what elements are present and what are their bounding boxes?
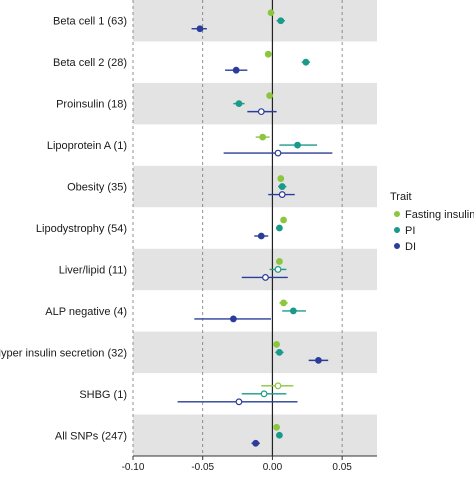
row-band	[133, 165, 377, 208]
point-estimate	[259, 133, 267, 141]
point-estimate	[280, 299, 287, 307]
row-band	[133, 0, 377, 42]
category-labels: Beta cell 1 (63) Beta cell 2 (28) Proinsul…	[0, 16, 127, 443]
point-estimate	[276, 224, 283, 232]
point-estimate	[289, 307, 297, 315]
point-estimate	[260, 390, 268, 398]
point-estimate	[273, 340, 281, 348]
row-band	[133, 331, 377, 374]
legend-label: Fasting insulin	[405, 209, 474, 221]
x-tick-label: -0.05	[191, 462, 214, 473]
point-estimate	[257, 232, 265, 240]
point-estimate	[276, 258, 283, 265]
point-estimate	[276, 431, 283, 439]
row-band	[133, 248, 377, 291]
legend: Trait Fasting insulin PI DI	[390, 191, 474, 253]
category-label: Beta cell 2 (28)	[53, 57, 127, 69]
row-band	[133, 414, 377, 456]
category-label: Beta cell 1 (63)	[53, 16, 127, 28]
category-label: ALP negative (4)	[45, 306, 127, 318]
point-estimates	[196, 9, 322, 447]
point-estimate	[274, 382, 282, 390]
x-tick-label: 0.00	[263, 462, 283, 473]
category-label: Liver/lipid (11)	[59, 264, 127, 276]
point-estimate	[277, 17, 285, 25]
grid-lines	[132, 0, 343, 456]
point-estimate	[274, 149, 282, 157]
row-bands	[133, 0, 377, 456]
category-label: Proinsulin (18)	[56, 99, 127, 111]
point-estimate	[257, 108, 265, 116]
point-estimate	[274, 266, 282, 273]
category-label: Lipoprotein A (1)	[47, 140, 127, 152]
legend-marker	[394, 243, 400, 249]
point-estimate	[232, 66, 240, 74]
legend-marker	[394, 227, 400, 233]
row-band	[133, 82, 377, 125]
point-estimate	[278, 191, 286, 198]
point-estimate	[235, 100, 243, 108]
legend-label: PI	[405, 225, 415, 237]
category-label: SHBG (1)	[79, 389, 127, 401]
category-label: Obesity (35)	[67, 182, 127, 194]
x-tick-label: -0.10	[122, 462, 145, 473]
point-estimate	[294, 141, 301, 149]
point-estimate	[262, 274, 269, 281]
x-axis: -0.10 -0.05 0.00 0.05	[122, 455, 377, 473]
category-label: Lipodystrophy (54)	[36, 223, 127, 235]
legend-marker	[394, 211, 400, 217]
point-estimate	[280, 216, 287, 224]
point-estimate	[196, 25, 204, 33]
point-estimate	[276, 348, 283, 356]
point-estimate	[278, 183, 286, 190]
point-estimate	[266, 92, 274, 100]
confidence-intervals	[177, 12, 333, 444]
point-estimate	[302, 58, 310, 66]
category-label: Hyper insulin secretion (32)	[0, 347, 127, 359]
legend-label: DI	[405, 241, 416, 253]
point-estimate	[235, 398, 243, 406]
point-estimate	[267, 9, 275, 17]
point-estimate	[273, 423, 281, 431]
legend-title: Trait	[390, 191, 412, 203]
point-estimate	[277, 175, 285, 182]
category-label: All SNPs (247)	[55, 430, 127, 442]
point-estimate	[264, 50, 272, 58]
point-estimate	[315, 356, 322, 364]
point-estimate	[229, 315, 237, 323]
point-estimate	[252, 439, 260, 447]
x-tick-label: 0.05	[332, 462, 352, 473]
